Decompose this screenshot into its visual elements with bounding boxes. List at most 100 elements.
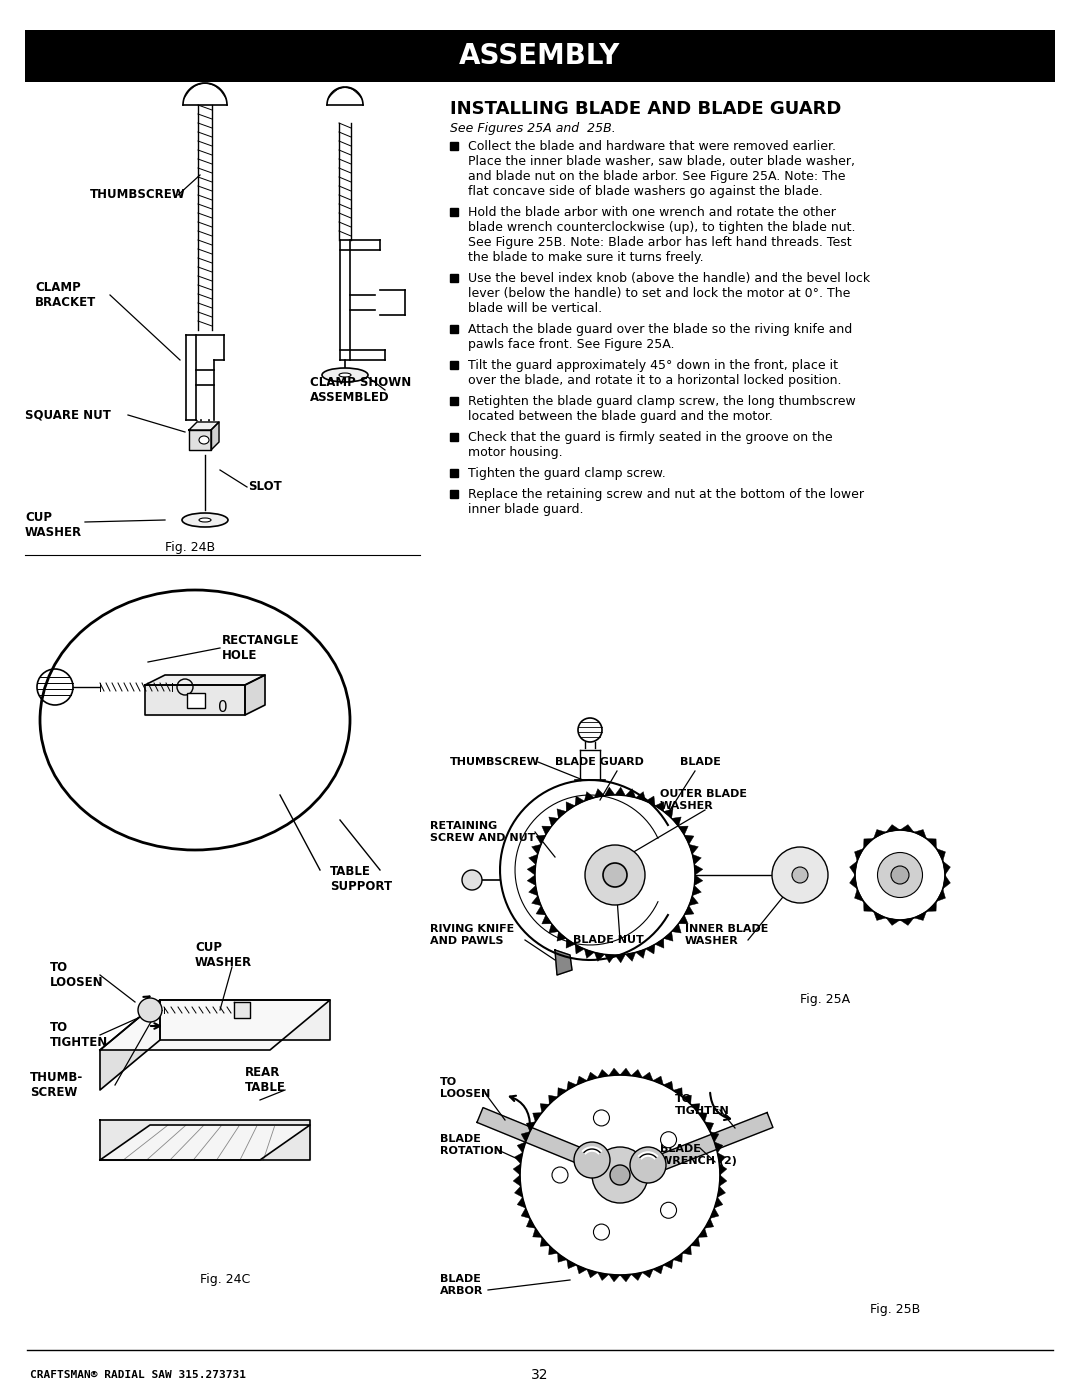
Text: BLADE: BLADE bbox=[680, 757, 720, 767]
Circle shape bbox=[462, 870, 482, 890]
Text: SQUARE NUT: SQUARE NUT bbox=[25, 408, 111, 422]
Circle shape bbox=[573, 1141, 610, 1178]
Text: Tighten the guard clamp screw.: Tighten the guard clamp screw. bbox=[468, 467, 665, 481]
Polygon shape bbox=[646, 944, 654, 954]
Polygon shape bbox=[698, 1112, 707, 1122]
Circle shape bbox=[792, 868, 808, 883]
Polygon shape bbox=[900, 824, 914, 833]
Polygon shape bbox=[577, 1266, 586, 1274]
Polygon shape bbox=[609, 1069, 620, 1076]
Text: Fig. 25B: Fig. 25B bbox=[870, 1303, 920, 1316]
Circle shape bbox=[877, 852, 922, 897]
Polygon shape bbox=[704, 1122, 714, 1132]
Polygon shape bbox=[625, 953, 636, 961]
Polygon shape bbox=[605, 954, 615, 963]
Polygon shape bbox=[527, 875, 536, 886]
Polygon shape bbox=[160, 1000, 330, 1039]
Polygon shape bbox=[864, 838, 874, 848]
Text: flat concave side of blade washers go against the blade.: flat concave side of blade washers go ag… bbox=[468, 184, 823, 198]
Polygon shape bbox=[943, 861, 950, 875]
Polygon shape bbox=[566, 802, 575, 812]
Text: Fig. 25A: Fig. 25A bbox=[800, 993, 850, 1006]
Circle shape bbox=[552, 1166, 568, 1183]
FancyBboxPatch shape bbox=[25, 29, 1055, 82]
Polygon shape bbox=[914, 830, 927, 838]
Text: RIVING KNIFE
AND PAWLS: RIVING KNIFE AND PAWLS bbox=[430, 925, 514, 946]
Polygon shape bbox=[605, 787, 615, 796]
Bar bbox=[450, 208, 458, 217]
Polygon shape bbox=[557, 1253, 567, 1263]
Polygon shape bbox=[691, 1104, 700, 1112]
Polygon shape bbox=[542, 826, 552, 835]
Polygon shape bbox=[673, 1088, 683, 1097]
Polygon shape bbox=[145, 675, 265, 685]
Polygon shape bbox=[526, 1218, 536, 1228]
Polygon shape bbox=[517, 1197, 526, 1208]
Polygon shape bbox=[594, 953, 605, 961]
Polygon shape bbox=[532, 1112, 542, 1122]
Text: BLADE
WRENCH (2): BLADE WRENCH (2) bbox=[660, 1144, 737, 1166]
Polygon shape bbox=[526, 1122, 536, 1132]
Polygon shape bbox=[927, 838, 936, 848]
Ellipse shape bbox=[199, 436, 210, 444]
Polygon shape bbox=[557, 1088, 567, 1097]
Bar bbox=[450, 397, 458, 405]
Polygon shape bbox=[549, 1095, 557, 1104]
Polygon shape bbox=[531, 895, 541, 905]
Text: BLADE
ROTATION: BLADE ROTATION bbox=[440, 1134, 503, 1155]
Polygon shape bbox=[646, 796, 654, 806]
Polygon shape bbox=[874, 911, 886, 921]
Polygon shape bbox=[850, 875, 858, 888]
Text: Fig. 24B: Fig. 24B bbox=[165, 541, 215, 553]
Text: over the blade, and rotate it to a horizontal locked position.: over the blade, and rotate it to a horiz… bbox=[468, 374, 841, 387]
Text: TO
TIGHTEN: TO TIGHTEN bbox=[50, 1021, 108, 1049]
Polygon shape bbox=[886, 824, 900, 833]
Circle shape bbox=[661, 1132, 676, 1148]
Text: located between the blade guard and the motor.: located between the blade guard and the … bbox=[468, 409, 773, 423]
Polygon shape bbox=[575, 796, 584, 806]
Polygon shape bbox=[927, 901, 936, 911]
Polygon shape bbox=[717, 1153, 726, 1164]
Text: the blade to make sure it turns freely.: the blade to make sure it turns freely. bbox=[468, 251, 704, 264]
Bar bbox=[450, 469, 458, 476]
Text: THUMBSCREW: THUMBSCREW bbox=[450, 757, 540, 767]
Polygon shape bbox=[691, 1238, 700, 1246]
Polygon shape bbox=[936, 848, 945, 861]
Text: 0: 0 bbox=[218, 700, 228, 714]
Polygon shape bbox=[517, 1141, 526, 1153]
Bar bbox=[450, 360, 458, 369]
Polygon shape bbox=[625, 789, 636, 798]
Polygon shape bbox=[531, 844, 541, 855]
Polygon shape bbox=[636, 792, 646, 800]
Circle shape bbox=[772, 847, 828, 902]
Polygon shape bbox=[584, 792, 594, 800]
Polygon shape bbox=[549, 817, 558, 826]
Polygon shape bbox=[854, 888, 864, 901]
Circle shape bbox=[630, 1147, 666, 1183]
Polygon shape bbox=[685, 835, 694, 844]
Text: CRAFTSMAN® RADIAL SAW 315.273731: CRAFTSMAN® RADIAL SAW 315.273731 bbox=[30, 1370, 246, 1380]
Text: Replace the retaining screw and nut at the bottom of the lower: Replace the retaining screw and nut at t… bbox=[468, 488, 864, 502]
Polygon shape bbox=[615, 787, 625, 796]
Polygon shape bbox=[689, 844, 699, 855]
Polygon shape bbox=[597, 1273, 609, 1281]
Polygon shape bbox=[664, 932, 673, 942]
Polygon shape bbox=[597, 1070, 609, 1077]
Polygon shape bbox=[850, 861, 858, 875]
Text: and blade nut on the blade arbor. See Figure 25A. Note: The: and blade nut on the blade arbor. See Fi… bbox=[468, 170, 846, 183]
Text: BLADE NUT: BLADE NUT bbox=[573, 935, 644, 944]
Polygon shape bbox=[664, 809, 673, 819]
Text: SLOT: SLOT bbox=[248, 481, 282, 493]
Polygon shape bbox=[653, 1266, 663, 1274]
Polygon shape bbox=[714, 1141, 723, 1153]
Bar bbox=[450, 142, 458, 149]
Polygon shape bbox=[540, 1104, 550, 1112]
Polygon shape bbox=[567, 1260, 577, 1268]
Text: pawls face front. See Figure 25A.: pawls face front. See Figure 25A. bbox=[468, 338, 675, 351]
Polygon shape bbox=[609, 1274, 620, 1282]
Polygon shape bbox=[100, 1000, 330, 1051]
Polygon shape bbox=[714, 1197, 723, 1208]
Text: INNER BLADE
WASHER: INNER BLADE WASHER bbox=[685, 925, 768, 946]
Bar bbox=[450, 274, 458, 282]
Polygon shape bbox=[914, 911, 927, 921]
